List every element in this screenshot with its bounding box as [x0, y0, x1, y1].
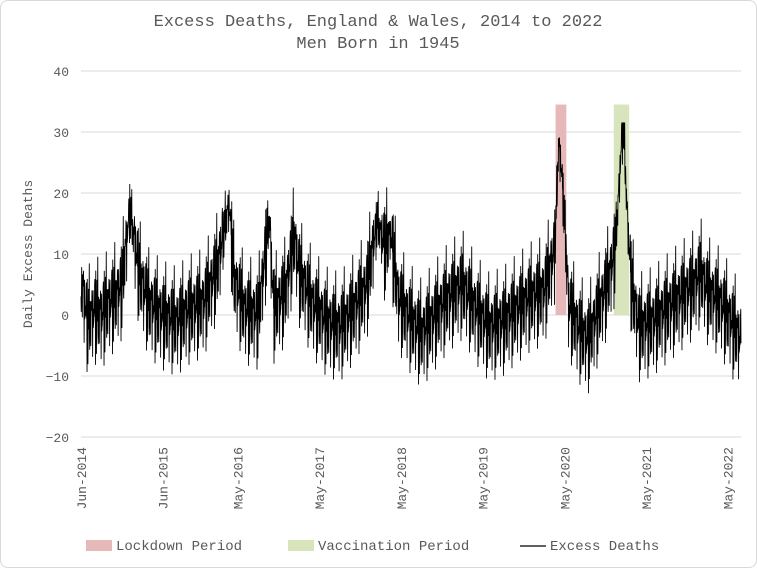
x-tick-label: May-2020 — [558, 447, 573, 509]
legend-label-lockdown: Lockdown Period — [116, 539, 242, 555]
x-tick-label: Jun-2015 — [157, 447, 172, 509]
series-layer — [80, 122, 742, 394]
x-tick-label: May-2018 — [395, 447, 410, 509]
x-tick-label: May-2022 — [722, 447, 737, 509]
gridlines — [81, 70, 741, 438]
y-tick-label: 0 — [61, 309, 69, 324]
y-tick-label: −10 — [46, 370, 69, 385]
y-tick-label: −20 — [46, 431, 69, 446]
excess-deaths-line — [80, 122, 742, 394]
legend-swatch-lockdown — [86, 540, 112, 551]
y-tick-label: 20 — [53, 187, 69, 202]
shaded-period — [613, 104, 630, 315]
y-tick-label: 10 — [53, 248, 69, 263]
shaded-period — [555, 104, 567, 315]
x-tick-label: May-2021 — [640, 447, 655, 510]
x-axis-ticks: Jun-2014 Jun-2015 May-2016 May-2017 May-2018… — [75, 447, 737, 510]
x-tick-label: May-2017 — [313, 447, 328, 509]
y-tick-label: 40 — [53, 65, 69, 80]
x-tick-label: May-2016 — [232, 447, 247, 509]
chart-subtitle: Men Born in 1945 — [296, 35, 459, 54]
y-axis-ticks: 40 30 20 10 0 −10 −20 — [46, 65, 69, 446]
y-axis-label: Daily Excess Deaths — [21, 180, 36, 328]
x-tick-label: May-2019 — [476, 447, 491, 509]
legend-label-vaccination: Vaccination Period — [318, 539, 469, 555]
shaded-periods — [555, 104, 630, 315]
legend-label-excess-deaths: Excess Deaths — [550, 539, 659, 555]
legend: Lockdown Period Vaccination Period Exces… — [86, 539, 659, 555]
x-tick-label: Jun-2014 — [75, 447, 90, 510]
chart-title: Excess Deaths, England & Wales, 2014 to … — [154, 13, 603, 32]
legend-swatch-vaccination — [288, 540, 314, 551]
y-tick-label: 30 — [53, 126, 69, 141]
